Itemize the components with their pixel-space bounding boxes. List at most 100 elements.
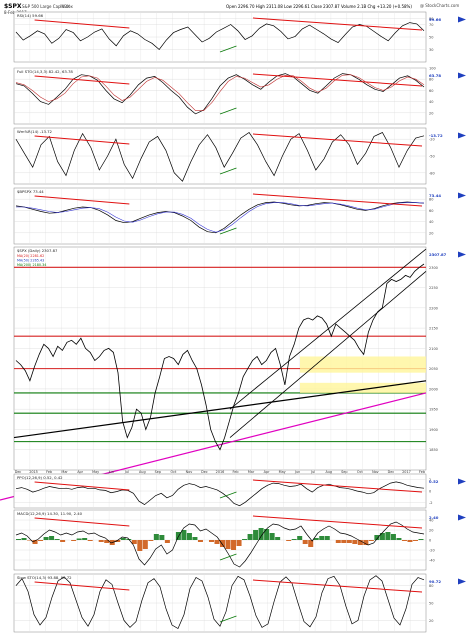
x-tick-label: Jul bbox=[124, 470, 129, 474]
x-tick-label: Aug bbox=[325, 470, 332, 474]
value-label: 0.52 bbox=[429, 479, 439, 484]
histogram-bar bbox=[291, 539, 297, 540]
histogram-bar bbox=[390, 534, 396, 540]
y-tick-label: 0 bbox=[429, 539, 431, 543]
value-label: 2307.87 bbox=[429, 252, 447, 257]
panel-price: 2300 2250 2200 2150 2100 2050 2000 1950 1900 1850… bbox=[0, 246, 466, 501]
histogram-bar bbox=[418, 539, 424, 540]
x-tick-label: Apr bbox=[264, 470, 270, 474]
x-tick-label: Dec bbox=[15, 470, 22, 474]
red-trendline bbox=[34, 581, 130, 591]
y-tick-label: 2200 bbox=[429, 306, 438, 310]
value-label: 59.66 bbox=[429, 17, 441, 22]
x-tick-label: Oct bbox=[170, 470, 177, 474]
green-trendline bbox=[219, 45, 237, 53]
histogram-bar bbox=[324, 536, 330, 540]
y-tick-label: 20 bbox=[429, 111, 433, 115]
histogram-bar bbox=[60, 540, 66, 542]
red-trendline bbox=[34, 195, 130, 205]
histogram-bar bbox=[401, 540, 407, 541]
histogram-bar bbox=[231, 540, 237, 550]
y-tick-label: 2 bbox=[429, 478, 431, 482]
yellow-zone bbox=[300, 382, 426, 393]
histogram-bar bbox=[82, 538, 88, 540]
price-series bbox=[15, 263, 425, 451]
y-tick-label: -80 bbox=[429, 171, 435, 175]
red-trendline bbox=[34, 517, 130, 527]
y-tick-label: 60 bbox=[429, 89, 433, 93]
green-trendline bbox=[219, 553, 237, 561]
blue-arrow-icon bbox=[458, 578, 466, 585]
y-tick-label: 2100 bbox=[429, 347, 438, 351]
value-label: 2.40 bbox=[429, 515, 439, 520]
panel-label: Slow STO(14,3) 93.88, 90.72 bbox=[17, 575, 72, 580]
histogram-bar bbox=[313, 538, 319, 540]
signal-line bbox=[15, 74, 425, 111]
red-trendline bbox=[252, 515, 423, 529]
histogram-bar bbox=[258, 528, 264, 540]
series-line bbox=[15, 73, 425, 115]
histogram-bar bbox=[49, 536, 55, 540]
histogram-bar bbox=[115, 540, 121, 542]
red-trendline bbox=[34, 75, 130, 85]
x-tick-label: Dec bbox=[201, 470, 208, 474]
x-tick-label: Nov bbox=[372, 470, 379, 474]
y-tick-label: 80 bbox=[429, 17, 433, 21]
y-tick-label: -40 bbox=[429, 559, 435, 563]
y-tick-label: 2250 bbox=[429, 286, 438, 290]
series-line bbox=[15, 201, 425, 234]
x-tick-label: Mar bbox=[61, 470, 68, 474]
panel-label: MACD(12,26,9) 14.30, 11.90, 2.40 bbox=[17, 511, 83, 516]
green-trendline bbox=[219, 167, 237, 175]
y-tick-label: 1850 bbox=[429, 448, 438, 452]
red-trendline bbox=[252, 479, 423, 493]
histogram-bar bbox=[197, 540, 203, 542]
panel-stochrsi: 80 50 20 Slow STO(14,3) 93.88, 90.72 90.72 bbox=[13, 573, 466, 633]
panel-label: Wm%R(14) -13.72 bbox=[17, 129, 53, 134]
red-trendline bbox=[252, 17, 423, 31]
histogram-bar bbox=[368, 540, 374, 541]
panel-williams: -20 -50 -80 Wm%R(14) -13.72 -13.72 bbox=[13, 127, 466, 185]
panel-adx: 80 60 40 20 $BPSPX 73.44 73.44 bbox=[13, 187, 466, 245]
histogram-bar bbox=[396, 538, 402, 540]
x-tick-label: Oct bbox=[357, 470, 364, 474]
y-tick-label: 80 bbox=[429, 584, 433, 588]
histogram-bar bbox=[264, 529, 270, 540]
panel-stochastic: 100 80 60 40 20 Full STO(14,3,3) 82.42, 63.78… bbox=[13, 67, 466, 125]
histogram-bar bbox=[297, 536, 303, 540]
histogram-bar bbox=[186, 533, 192, 540]
y-tick-label: 20 bbox=[429, 619, 433, 623]
histogram-bar bbox=[164, 540, 170, 543]
histogram-bar bbox=[286, 540, 292, 541]
y-tick-label: 50 bbox=[429, 602, 433, 606]
x-tick-label: Sep bbox=[341, 470, 347, 474]
histogram-bar bbox=[225, 540, 231, 549]
histogram-bar bbox=[181, 530, 187, 540]
blue-arrow-icon bbox=[458, 16, 466, 23]
x-tick-label: Apr bbox=[77, 470, 83, 474]
legend-entry: MA(200) 2180.34 bbox=[17, 263, 46, 267]
blue-arrow-icon bbox=[458, 251, 466, 258]
panel-macd: 40 20 0 -20 -40 MACD(12,26,9) 14.30, 11.90, 2… bbox=[13, 509, 466, 571]
panel-ppo: 2 0 -2 PPO(12,26,9) 0.52, 0.42 0.52 bbox=[13, 473, 466, 509]
histogram-bar bbox=[374, 535, 380, 540]
histogram-bar bbox=[142, 540, 148, 549]
legend-entry: MA(50) 2265.43 bbox=[17, 259, 44, 263]
y-tick-label: 60 bbox=[429, 209, 433, 213]
yellow-zone bbox=[300, 356, 426, 373]
blue-arrow-icon bbox=[458, 72, 466, 79]
histogram-bar bbox=[153, 534, 159, 540]
histogram-bar bbox=[214, 540, 220, 544]
histogram-bar bbox=[275, 537, 281, 540]
y-tick-label: 20 bbox=[429, 231, 433, 235]
histogram-bar bbox=[363, 540, 369, 545]
panel-label: $BPSPX 73.44 bbox=[17, 189, 44, 194]
series-line bbox=[15, 132, 425, 182]
x-tick-label: May bbox=[279, 470, 286, 474]
channel-line bbox=[229, 271, 427, 438]
y-tick-label: 80 bbox=[429, 78, 433, 82]
value-label: -13.72 bbox=[429, 133, 443, 138]
histogram-bar bbox=[269, 533, 275, 540]
y-tick-label: 30 bbox=[429, 48, 433, 52]
